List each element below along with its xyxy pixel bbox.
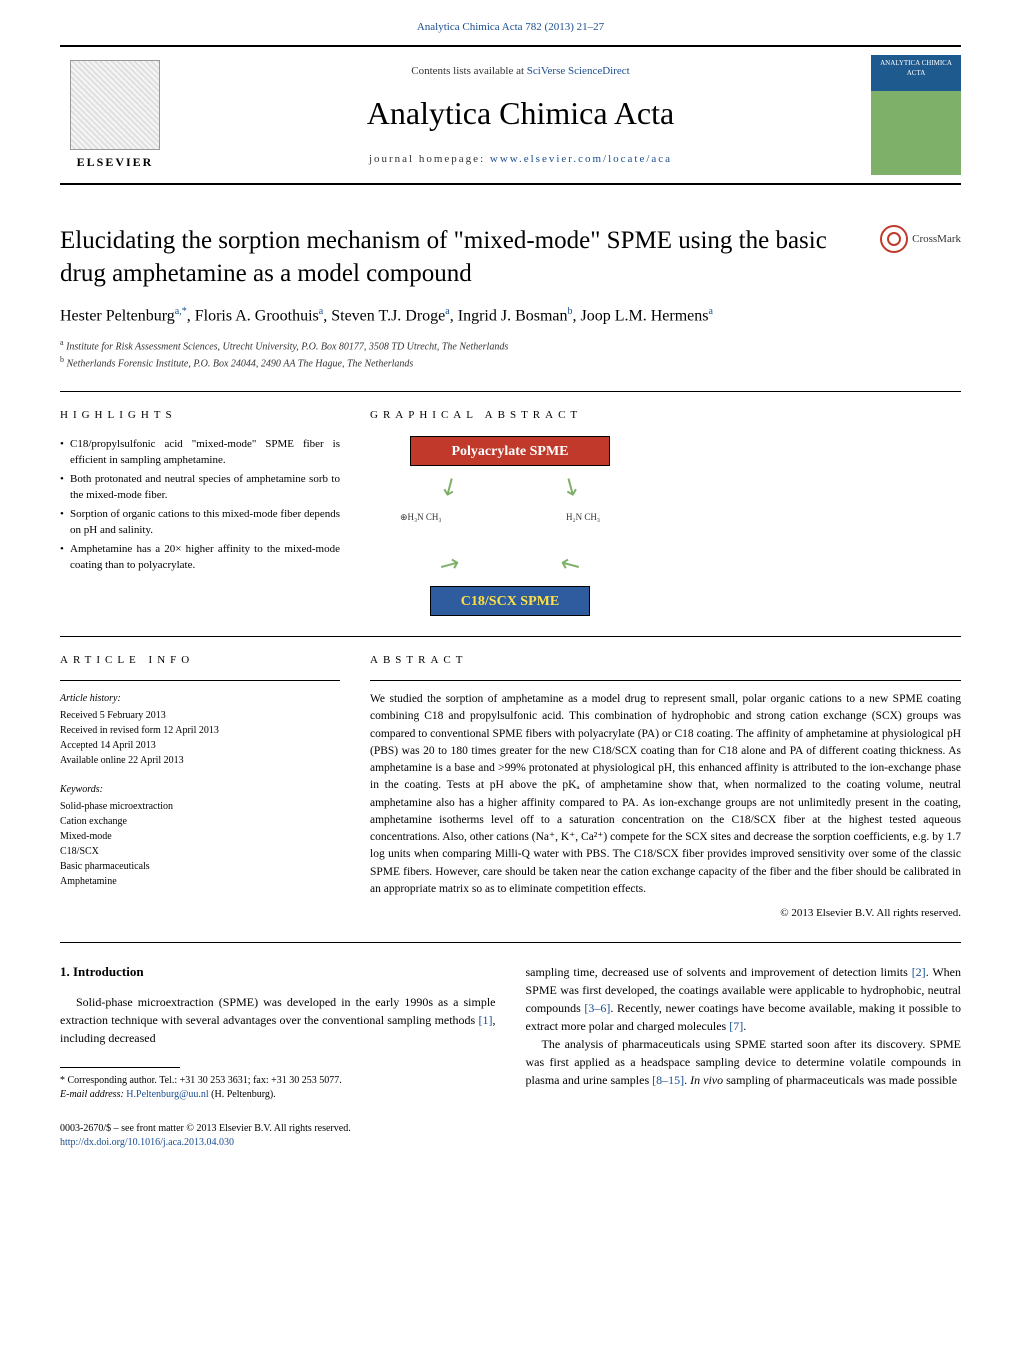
body-paragraph: Solid-phase microextraction (SPME) was d… <box>60 993 496 1047</box>
crossmark-icon <box>880 225 908 253</box>
elsevier-label: ELSEVIER <box>77 154 154 171</box>
sciencedirect-link[interactable]: SciVerse ScienceDirect <box>527 65 630 77</box>
crossmark-badge[interactable]: CrossMark <box>880 225 961 253</box>
body-paragraph: The analysis of pharmaceuticals using SP… <box>526 1035 962 1089</box>
introduction-heading: 1. Introduction <box>60 963 496 981</box>
arrow-icon: ↘ <box>553 468 587 507</box>
abstract-heading: ABSTRACT <box>370 653 961 668</box>
highlight-item: Sorption of organic cations to this mixe… <box>60 506 340 539</box>
citation-link[interactable]: [2] <box>912 965 926 979</box>
citation-link[interactable]: [1] <box>479 1013 493 1027</box>
article-history-label: Article history: <box>60 691 340 706</box>
highlight-item: Both protonated and neutral species of a… <box>60 471 340 504</box>
copyright-line: © 2013 Elsevier B.V. All rights reserved… <box>370 906 961 921</box>
citation-link[interactable]: [3–6] <box>584 1001 610 1015</box>
corresponding-author-footnote: * Corresponding author. Tel.: +31 30 253… <box>60 1074 496 1102</box>
email-link[interactable]: H.Peltenburg@uu.nl <box>126 1089 208 1100</box>
abstract-text: We studied the sorption of amphetamine a… <box>370 691 961 898</box>
highlight-item: C18/propylsulfonic acid "mixed-mode" SPM… <box>60 436 340 469</box>
keyword-item: Amphetamine <box>60 874 340 889</box>
graphical-abstract-heading: GRAPHICAL ABSTRACT <box>370 408 961 423</box>
journal-homepage-line: journal homepage: www.elsevier.com/locat… <box>170 152 871 167</box>
article-title: Elucidating the sorption mechanism of "m… <box>60 225 860 290</box>
keyword-item: Mixed-mode <box>60 829 340 844</box>
elsevier-tree-icon <box>70 60 160 150</box>
article-history-item: Received in revised form 12 April 2013 <box>60 723 340 738</box>
contents-available-line: Contents lists available at SciVerse Sci… <box>170 64 871 79</box>
arrow-icon: ↙ <box>433 468 467 507</box>
keyword-item: Basic pharmaceuticals <box>60 859 340 874</box>
publication-info: 0003-2670/$ – see front matter © 2013 El… <box>60 1122 496 1150</box>
article-info-heading: ARTICLE INFO <box>60 653 340 668</box>
ga-polyacrylate-box: Polyacrylate SPME <box>410 436 610 466</box>
elsevier-logo[interactable]: ELSEVIER <box>60 55 170 175</box>
author-list: Hester Peltenburga,*, Floris A. Groothui… <box>60 304 961 328</box>
journal-header: ELSEVIER Contents lists available at Sci… <box>60 45 961 185</box>
body-paragraph: sampling time, decreased use of solvents… <box>526 963 962 1035</box>
article-history-item: Accepted 14 April 2013 <box>60 738 340 753</box>
keyword-item: C18/SCX <box>60 844 340 859</box>
graphical-abstract-figure: Polyacrylate SPME ↙ ↘ ⊕H₃N CH₃ H₂N CH₃ ↙… <box>370 436 650 616</box>
highlights-heading: HIGHLIGHTS <box>60 408 340 423</box>
citation-link[interactable]: [8–15] <box>652 1073 684 1087</box>
journal-homepage-link[interactable]: www.elsevier.com/locate/aca <box>490 153 672 165</box>
highlights-list: C18/propylsulfonic acid "mixed-mode" SPM… <box>60 436 340 574</box>
molecule-structure: ⊕H₃N CH₃ <box>400 511 442 524</box>
highlight-item: Amphetamine has a 20× higher affinity to… <box>60 541 340 574</box>
journal-cover-thumbnail[interactable]: ANALYTICA CHIMICA ACTA <box>871 55 961 175</box>
doi-link[interactable]: http://dx.doi.org/10.1016/j.aca.2013.04.… <box>60 1137 234 1148</box>
arrow-icon: ↙ <box>433 544 467 583</box>
journal-reference-link[interactable]: Analytica Chimica Acta 782 (2013) 21–27 <box>60 0 961 45</box>
affiliations: a Institute for Risk Assessment Sciences… <box>60 337 961 372</box>
ga-c18scx-box: C18/SCX SPME <box>430 586 590 616</box>
keywords-label: Keywords: <box>60 782 340 797</box>
molecule-structure: H₂N CH₃ <box>566 511 600 524</box>
citation-link[interactable]: [7] <box>729 1019 743 1033</box>
keyword-item: Solid-phase microextraction <box>60 799 340 814</box>
keyword-item: Cation exchange <box>60 814 340 829</box>
article-history-item: Received 5 February 2013 <box>60 708 340 723</box>
article-history-item: Available online 22 April 2013 <box>60 753 340 768</box>
arrow-icon: ↘ <box>553 544 587 583</box>
journal-title: Analytica Chimica Acta <box>170 91 871 136</box>
crossmark-label: CrossMark <box>912 232 961 247</box>
